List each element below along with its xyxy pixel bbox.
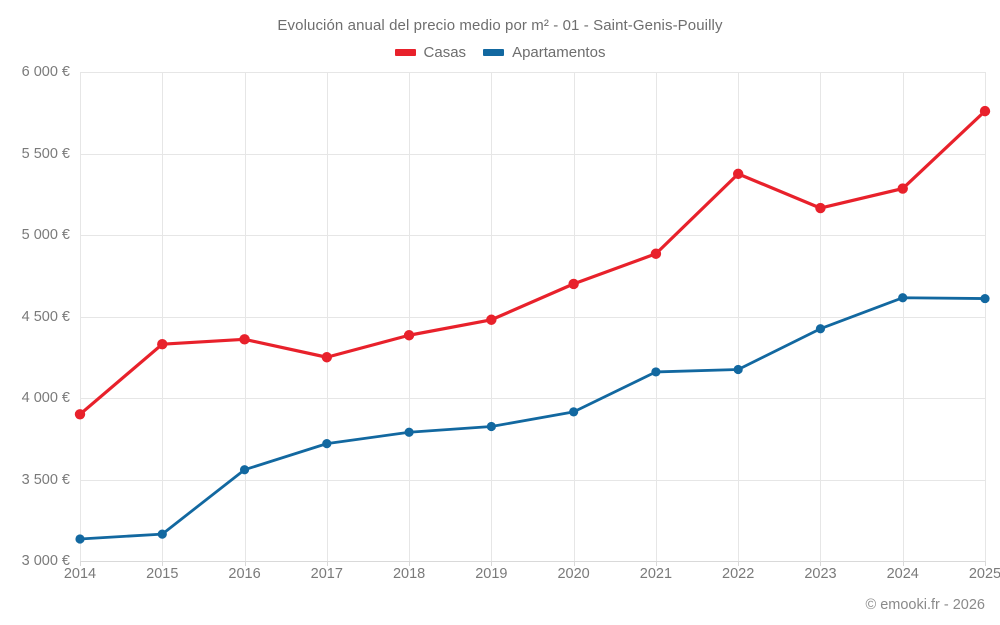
data-point[interactable] [979,105,991,117]
copyright-credit: © emooki.fr - 2026 [865,597,985,613]
data-point[interactable] [815,324,826,334]
x-axis-tick [574,561,575,566]
gridline-horizontal [80,480,985,481]
x-axis-tick-label: 2015 [146,566,179,582]
data-point[interactable] [322,439,332,449]
x-axis-tick-label: 2025 [968,566,1000,582]
plot-area [74,72,991,566]
gridline-horizontal [80,317,985,318]
y-axis-tick-label: 3 500 € [21,471,70,488]
data-point[interactable] [404,427,414,437]
x-axis-tick-label: 2018 [392,566,426,582]
y-axis-tick-label: 5 000 € [21,227,70,243]
x-axis-tick-label: 2016 [228,566,261,582]
data-point[interactable] [980,293,990,304]
gridline-vertical [327,72,328,561]
data-point[interactable] [486,421,496,432]
data-point[interactable] [321,352,333,363]
series-layer [74,105,991,544]
gridline-vertical [656,72,657,561]
data-point[interactable] [239,334,250,345]
x-axis-tick [491,561,492,566]
chart-legend: Casas Apartamentos [0,45,1000,60]
x-axis-tick-label: 2019 [475,566,508,582]
chart-title: Evolución anual del precio medio por m² … [277,17,723,34]
legend-swatch-apartamentos [483,49,505,56]
data-point[interactable] [403,330,415,341]
gridline-vertical [162,72,163,561]
x-axis-tick [903,561,904,566]
legend-item-casas[interactable]: Casas [394,44,467,61]
gridline-horizontal [80,561,985,562]
data-point[interactable] [651,367,661,377]
x-axis-tick [162,561,163,566]
x-axis-tick-label: 2021 [639,566,673,582]
gridline-vertical [80,72,81,561]
data-point[interactable] [732,168,744,180]
x-axis-tick [327,561,328,566]
data-point[interactable] [157,339,168,350]
gridline-horizontal [80,398,985,399]
x-axis-tick [985,561,986,566]
gridline-vertical [985,72,986,561]
y-axis-labels: 3 000 € 3 500 € 4 000 € 4 500 € 5 000 € 5 500… [0,64,70,569]
gridline-vertical [245,72,246,561]
gridline-vertical [820,72,821,561]
x-axis-tick [656,561,657,566]
x-axis-tick [80,561,81,566]
legend-swatch-casas [394,49,416,56]
gridline-horizontal [80,154,985,155]
data-point[interactable] [815,202,826,214]
data-point[interactable] [897,183,908,194]
x-axis-tick-label: 2020 [557,566,590,582]
x-axis-tick-label: 2022 [722,566,755,582]
data-point[interactable] [157,529,167,539]
gridline-vertical [574,72,575,561]
data-point[interactable] [75,534,85,544]
series-line-casas [78,109,987,416]
legend-item-apartamentos[interactable]: Apartamentos [483,45,605,60]
x-axis-labels: 2014 2015 2016 2017 2018 2019 2020 2021 2022 2023… [64,566,1000,596]
x-axis-tick [738,561,739,566]
x-axis-tick-label: 2023 [804,566,837,582]
data-point[interactable] [239,465,250,475]
y-axis-tick-label: 3 000 € [21,553,70,569]
x-axis-tick-label: 2014 [63,566,97,582]
data-point[interactable] [74,409,86,420]
data-point[interactable] [568,278,579,290]
gridline-horizontal [80,235,985,236]
x-axis-tick [409,561,410,566]
series-line-apartamentos [78,296,987,541]
data-point[interactable] [650,248,662,259]
gridline-horizontal [80,72,985,73]
x-axis-tick [245,561,246,566]
x-axis-tick-label: 2024 [886,566,919,582]
gridline-vertical [903,72,904,561]
y-axis-tick-label: 6 000 € [21,64,70,80]
data-point[interactable] [486,314,497,325]
data-point[interactable] [898,293,908,303]
gridline-vertical [738,72,739,561]
y-axis-tick-label: 4 000 € [21,390,70,406]
legend-label-apartamentos: Apartamentos [512,44,606,61]
legend-label-casas: Casas [423,44,467,61]
data-point[interactable] [569,407,579,417]
x-axis-tick [820,561,821,566]
data-point[interactable] [733,364,743,375]
x-axis-tick-label: 2017 [310,566,343,582]
y-axis-tick-label: 5 500 € [21,145,70,162]
y-axis-tick-label: 4 500 € [21,308,70,325]
gridline-vertical [409,72,410,561]
